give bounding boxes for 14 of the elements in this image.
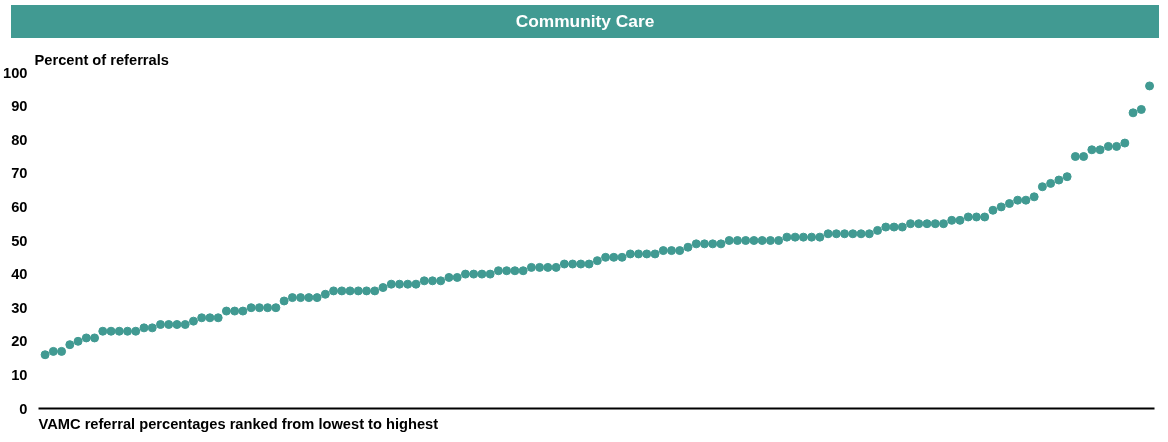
y-tick-label: 100 [3, 64, 28, 81]
chart-title: Community Care [11, 5, 1159, 38]
y-tick-label: 90 [11, 98, 28, 115]
x-axis-title: VAMC referral percentages ranked from lowest to highest [38, 415, 439, 432]
y-tick-label: 40 [11, 266, 28, 283]
y-tick-label: 20 [11, 333, 28, 350]
y-axis-title: Percent of referrals [34, 51, 169, 68]
y-tick-label: 30 [11, 299, 28, 316]
y-tick-label: 0 [19, 400, 28, 417]
y-tick-label: 70 [11, 165, 28, 182]
y-tick-label: 50 [11, 232, 28, 249]
y-tick-label: 60 [11, 198, 28, 215]
y-tick-label: 80 [11, 131, 28, 148]
y-tick-label: 10 [11, 366, 28, 383]
